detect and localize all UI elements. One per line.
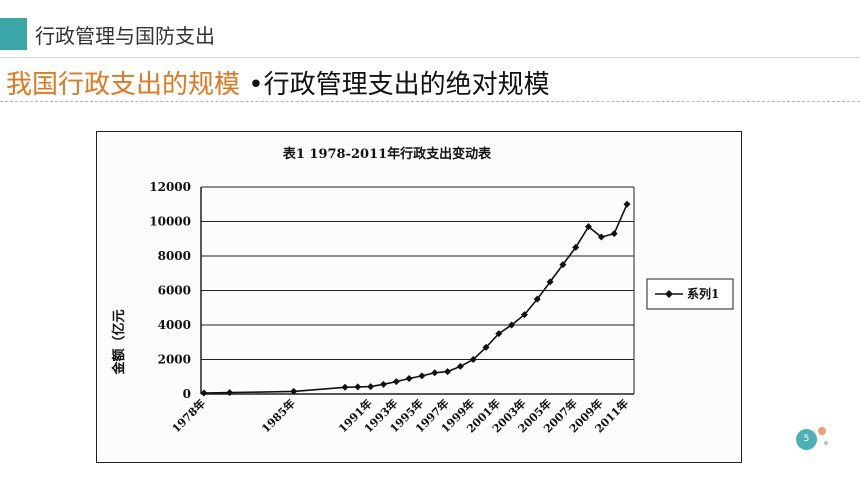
chart-figure: 表1 1978-2011年行政支出变动表 12000 10000 8000 6000 4… bbox=[96, 131, 742, 463]
data-point bbox=[469, 356, 477, 363]
y-tick-label: 6000 bbox=[158, 284, 191, 298]
y-tick-label: 8000 bbox=[158, 249, 191, 263]
slide-title: 我国行政支出的规模 •行政管理支出的绝对规模 bbox=[6, 64, 550, 101]
data-point bbox=[418, 372, 426, 380]
data-point bbox=[226, 389, 234, 397]
title-divider bbox=[0, 101, 860, 102]
series-polyline bbox=[203, 203, 628, 394]
legend-label: 系列1 bbox=[687, 286, 719, 301]
decor-dot-orange bbox=[818, 427, 826, 435]
data-point bbox=[431, 369, 439, 377]
chart-title: 表1 1978-2011年行政支出变动表 bbox=[282, 146, 492, 162]
data-point bbox=[200, 389, 208, 397]
y-tick-labels: 12000 10000 8000 6000 4000 2000 0 bbox=[149, 180, 191, 401]
data-point bbox=[444, 368, 452, 376]
slide-title-main: 我国行政支出的规模 bbox=[6, 70, 241, 100]
y-axis-label: 金额（亿元 bbox=[111, 309, 127, 375]
data-point bbox=[533, 295, 541, 303]
legend-marker bbox=[665, 290, 673, 298]
y-tick-label: 10000 bbox=[149, 215, 191, 229]
decor-dot-grey bbox=[824, 441, 828, 445]
header-divider bbox=[0, 57, 860, 58]
data-point bbox=[482, 343, 490, 351]
x-tick-labels: 1978年 1985年 1991年1993年1995年1997年1999年2001年… bbox=[169, 396, 631, 435]
data-point bbox=[495, 330, 503, 338]
gridlines bbox=[200, 186, 635, 395]
data-point bbox=[392, 378, 400, 386]
data-point bbox=[405, 374, 413, 382]
series-line bbox=[200, 200, 631, 397]
data-point bbox=[379, 380, 387, 388]
y-tick-label: 12000 bbox=[149, 180, 191, 194]
x-tick-label: 1985年 bbox=[259, 396, 298, 435]
page-number: 5 bbox=[796, 429, 817, 450]
y-tick-label: 0 bbox=[183, 387, 191, 401]
accent-square bbox=[0, 18, 27, 50]
y-tick-label: 4000 bbox=[158, 318, 191, 332]
data-point bbox=[367, 383, 375, 391]
data-point bbox=[290, 387, 298, 395]
data-point bbox=[508, 321, 516, 329]
data-point bbox=[585, 223, 593, 231]
line-chart: 表1 1978-2011年行政支出变动表 12000 10000 8000 6000 4… bbox=[111, 146, 734, 436]
data-point bbox=[354, 383, 362, 391]
section-title: 行政管理与国防支出 bbox=[35, 24, 215, 48]
data-point bbox=[456, 362, 464, 370]
data-point bbox=[520, 311, 528, 319]
data-point bbox=[559, 261, 567, 269]
legend: 系列1 bbox=[646, 278, 734, 310]
data-point bbox=[623, 200, 631, 208]
x-tick-label: 1978年 bbox=[169, 396, 208, 435]
slide-title-sub: •行政管理支出的绝对规模 bbox=[248, 70, 550, 100]
data-point bbox=[546, 278, 554, 286]
data-point bbox=[572, 243, 580, 251]
data-point bbox=[610, 230, 618, 238]
data-point bbox=[597, 233, 605, 241]
y-tick-label: 2000 bbox=[158, 353, 191, 367]
data-point bbox=[341, 383, 349, 391]
